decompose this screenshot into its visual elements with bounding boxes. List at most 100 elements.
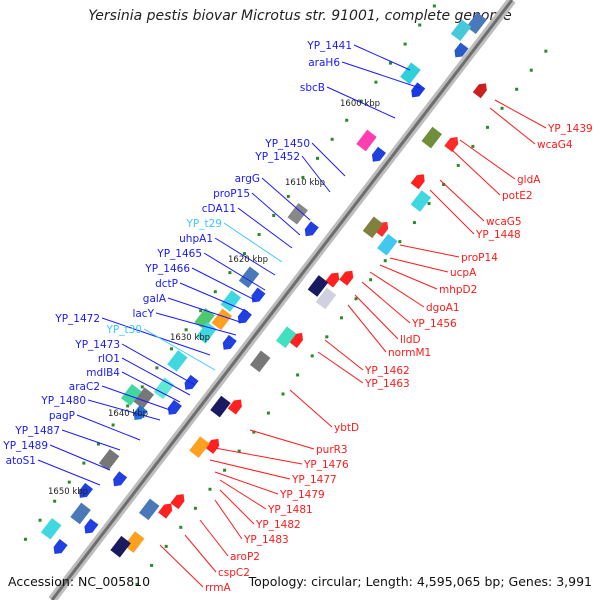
forward-gene-label: YP_1452 (254, 151, 300, 163)
reverse-gene-label: YP_1439 (547, 123, 593, 135)
forward-gene-label: dctP (155, 278, 178, 290)
forward-gene-connector (167, 297, 241, 323)
forward-gene-label: argG (235, 173, 260, 185)
reverse-gene-label: YP_1483 (243, 534, 289, 546)
reverse-gene-connector (429, 189, 475, 235)
gene-feature (400, 62, 421, 85)
reverse-gene-label: YP_1463 (364, 378, 410, 390)
forward-gene-label: uhpA1 (179, 233, 213, 245)
gene-marker (301, 175, 305, 179)
gene-marker (67, 480, 71, 484)
reverse-gene-connector (209, 459, 291, 480)
reverse-gene-connector (214, 471, 279, 495)
gene-marker (529, 68, 533, 72)
forward-gene-connector (76, 414, 141, 441)
gene-feature (371, 146, 386, 162)
gene-feature (251, 287, 266, 303)
forward-gene-connector (155, 312, 237, 336)
forward-gene-label: araH6 (308, 57, 340, 69)
forward-gene-connector (61, 429, 121, 451)
gene-marker (383, 259, 387, 263)
forward-gene-label: araC2 (69, 381, 100, 393)
reverse-gene-connector (459, 139, 516, 180)
gene-marker (266, 411, 270, 415)
gene-marker (316, 156, 320, 160)
gene-marker (310, 354, 314, 358)
reverse-gene-connector (317, 351, 364, 384)
gene-marker (96, 442, 100, 446)
genome-backbone (48, 0, 516, 600)
gene-marker (169, 347, 173, 351)
scale-tick-label: 1640 kbp (108, 409, 148, 419)
gene-marker (140, 385, 144, 389)
genome-summary-text: Topology: circular; Length: 4,595,065 bp… (248, 574, 592, 589)
reverse-gene-label: wcaG5 (486, 216, 522, 228)
gene-marker (155, 366, 159, 370)
reverse-gene-label: YP_1462 (364, 365, 410, 377)
reverse-gene-connector (369, 271, 425, 308)
gene-marker (184, 328, 188, 332)
forward-gene-label: YP_t29 (186, 218, 222, 230)
forward-gene-label: pagP (49, 410, 75, 422)
map-title: Yersinia pestis biovar Microtus str. 910… (88, 8, 512, 24)
gene-feature (196, 321, 217, 344)
gene-feature (53, 539, 68, 554)
gene-marker (223, 468, 227, 472)
reverse-gene-label: cspC2 (218, 567, 250, 579)
gene-feature (287, 202, 308, 225)
gene-marker (111, 423, 115, 427)
gene-feature (40, 517, 62, 540)
forward-gene-connector (143, 328, 216, 371)
gene-feature (237, 308, 252, 324)
gene-feature (220, 290, 242, 312)
reverse-gene-label: normM1 (388, 347, 431, 359)
gene-marker (374, 80, 378, 84)
forward-gene-label: YP_1473 (74, 339, 120, 351)
forward-gene-connector (341, 61, 421, 89)
gene-feature (133, 405, 148, 421)
reverse-gene-connector (219, 479, 267, 510)
forward-gene-label: YP_1465 (156, 248, 202, 260)
gene-marker (243, 252, 247, 256)
forward-gene-connector (223, 222, 283, 263)
gene-feature (356, 129, 377, 152)
reverse-gene-connector (289, 389, 333, 428)
gene-feature (275, 326, 297, 349)
reverse-gene-label: dgoA1 (426, 302, 460, 314)
forward-gene-label: cDA11 (202, 203, 236, 215)
gene-feature (315, 287, 337, 310)
reverse-gene-label: YP_1448 (475, 229, 521, 241)
gene-marker (281, 392, 285, 396)
gene-marker (135, 582, 139, 586)
gene-marker (339, 316, 343, 320)
gene-feature (133, 387, 155, 409)
forward-gene-connector (87, 399, 161, 421)
forward-gene-connector (353, 44, 411, 71)
gene-marker (330, 137, 334, 141)
forward-gene-label: galA (143, 293, 167, 305)
forward-gene-label: atoS1 (6, 455, 36, 467)
gene-feature (205, 438, 220, 454)
forward-gene-connector (121, 357, 191, 396)
reverse-gene-connector (214, 447, 303, 465)
gene-marker (228, 271, 232, 275)
gene-feature (362, 216, 384, 239)
gene-marker (150, 563, 154, 567)
forward-gene-label: YP_1472 (54, 313, 100, 325)
reverse-gene-connector (249, 429, 315, 450)
forward-gene-label: lacY (132, 308, 154, 320)
forward-gene-label: rlO1 (98, 353, 120, 365)
reverse-gene-label: proP14 (461, 252, 498, 264)
gene-feature (120, 383, 142, 406)
gene-feature (222, 334, 237, 350)
gene-marker (208, 487, 212, 491)
gene-marker (272, 213, 276, 217)
forward-gene-connector (179, 282, 249, 313)
forward-gene-label: YP_1480 (40, 395, 86, 407)
reverse-gene-connector (184, 534, 217, 573)
gene-marker (427, 202, 431, 206)
forward-gene-connector (37, 459, 101, 486)
gene-feature (170, 494, 185, 510)
gene-marker (345, 118, 349, 122)
